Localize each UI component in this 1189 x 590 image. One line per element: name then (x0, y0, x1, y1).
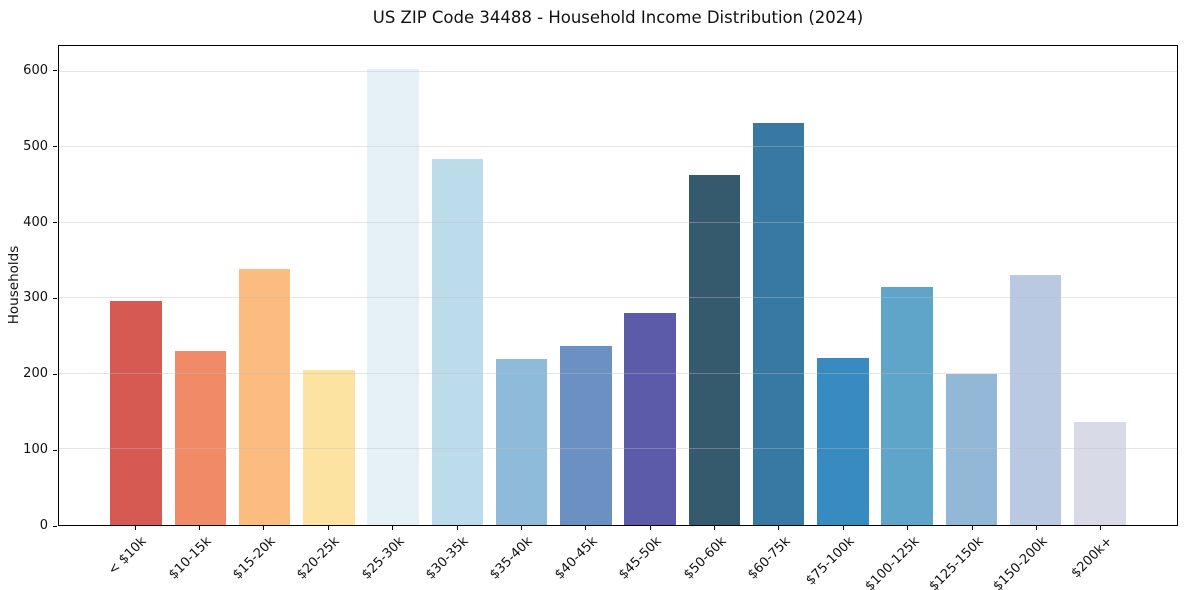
x-tick-label: < $10k (105, 534, 150, 579)
x-tick-label: $20-25k (294, 534, 343, 583)
x-tick-mark (649, 526, 651, 530)
x-tick-mark (971, 526, 973, 530)
x-tick-mark (1035, 526, 1037, 530)
y-tick-mark (53, 297, 57, 299)
x-tick-mark (134, 526, 136, 530)
bar-$25-30k (367, 68, 419, 525)
bar-slot (361, 46, 425, 525)
bar-$100-125k (881, 287, 933, 525)
bar-slot (875, 46, 939, 525)
x-tick-label: $200k+ (1068, 534, 1116, 582)
bar-slot (811, 46, 875, 525)
bar-$45-50k (624, 312, 676, 525)
x-tick-label: $30-35k (423, 534, 472, 583)
y-tick-label: 200 (23, 366, 48, 382)
x-tick-label: $60-75k (745, 534, 794, 583)
x-tick-mark (199, 526, 201, 530)
chart-title: US ZIP Code 34488 - Household Income Dis… (372, 8, 864, 27)
y-tick-label: 400 (23, 214, 48, 230)
bar-$75-100k (817, 358, 869, 525)
y-tick-mark (53, 222, 57, 224)
x-tick-label: $75-100k (803, 534, 858, 589)
bar-slot (682, 46, 746, 525)
x-tick-mark (842, 526, 844, 530)
x-tick-mark (263, 526, 265, 530)
x-tick-label: $50-60k (680, 534, 730, 583)
x-tick-mark (327, 526, 329, 530)
bar-< $10k (110, 300, 162, 525)
x-tick-label: $15-20k (230, 534, 279, 583)
x-tick-label: $40-45k (551, 534, 601, 583)
x-tick-mark (907, 526, 909, 530)
bar-slot (104, 46, 168, 525)
x-tick-mark (714, 526, 716, 530)
bar-$125-150k (945, 373, 998, 525)
y-tick-mark (53, 525, 57, 527)
bar-slot (1068, 46, 1132, 525)
x-tick-label: $25-30k (358, 534, 408, 583)
y-tick-label: 100 (23, 442, 48, 458)
y-tick-label: 0 (39, 518, 48, 533)
bar-slot (618, 46, 682, 525)
x-tick-label: $125-150k (926, 534, 987, 590)
bar-slot (554, 46, 618, 525)
bar-slot (297, 46, 361, 525)
bar-$200k+ (1074, 422, 1126, 525)
x-tick-mark (456, 526, 458, 530)
y-tick-mark (53, 449, 57, 451)
y-tick-mark (53, 70, 57, 72)
y-tick-mark (53, 146, 57, 148)
x-tick-label: $35-40k (487, 534, 537, 583)
x-tick-mark (392, 526, 394, 530)
plot-area (58, 45, 1178, 526)
bar-slot (233, 46, 297, 525)
x-tick-label: $10-15k (165, 534, 215, 583)
bar-$35-40k (495, 358, 548, 525)
bar-slot (425, 46, 489, 525)
x-tick-mark (778, 526, 780, 530)
bar-series (59, 46, 1177, 525)
bar-$40-45k (560, 345, 612, 525)
bar-$60-75k (752, 123, 805, 525)
x-tick-mark (520, 526, 522, 530)
bar-$15-20k (238, 268, 291, 525)
x-tick-label: $45-50k (616, 534, 665, 583)
bar-$10-15k (174, 351, 227, 525)
bar-slot (490, 46, 554, 525)
x-tick-label: $100-125k (862, 534, 923, 590)
x-tick-mark (1100, 526, 1102, 530)
bar-slot (168, 46, 232, 525)
y-axis-label: Households (6, 245, 22, 325)
x-tick-mark (585, 526, 587, 530)
y-tick-label: 500 (23, 138, 48, 154)
y-tick-mark (53, 373, 57, 375)
bar-$150-200k (1009, 274, 1062, 525)
bar-slot (747, 46, 811, 525)
bar-$50-60k (688, 175, 741, 525)
bar-slot (939, 46, 1003, 525)
x-tick-label: $150-200k (990, 534, 1052, 590)
y-tick-label: 600 (23, 62, 48, 78)
y-tick-label: 300 (23, 290, 48, 306)
bar-$20-25k (303, 370, 355, 525)
bar-slot (1004, 46, 1068, 525)
bar-$30-35k (431, 159, 484, 525)
